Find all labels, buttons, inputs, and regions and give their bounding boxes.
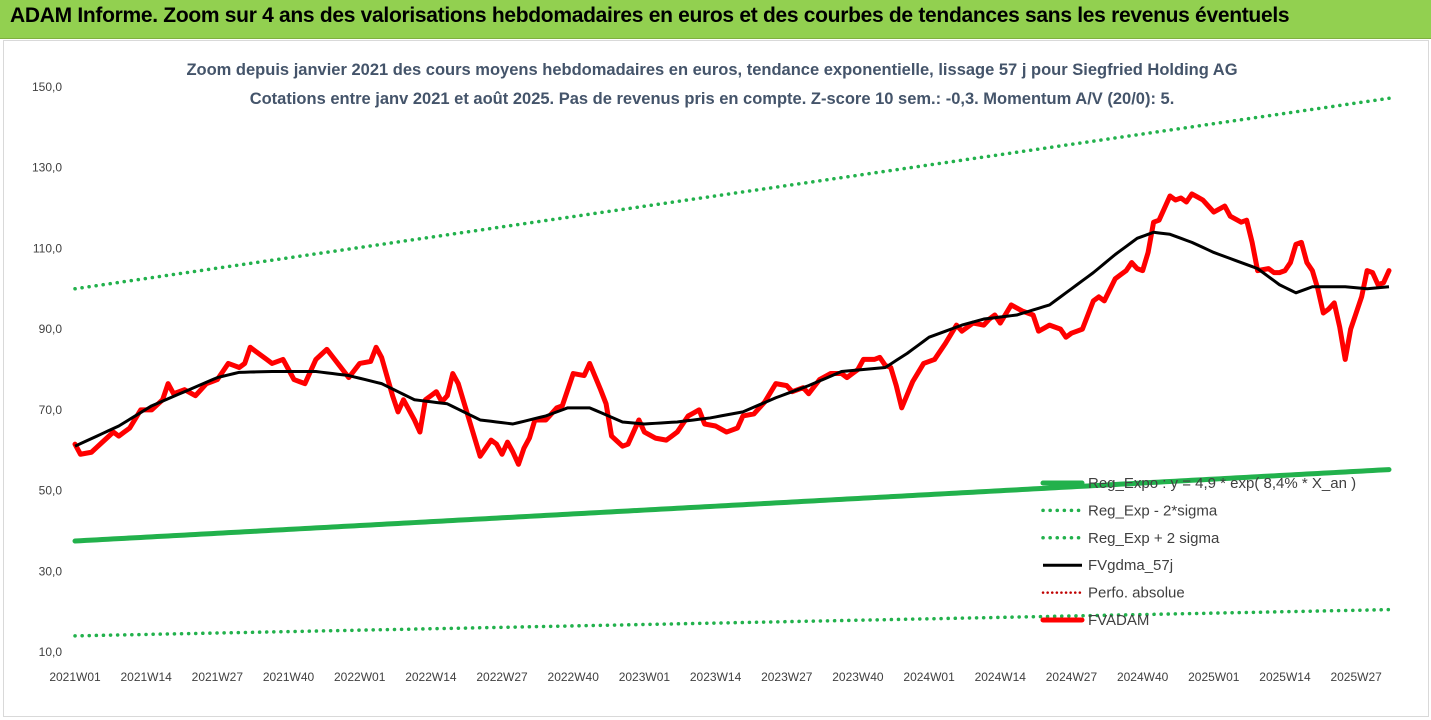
title-banner: ADAM Informe. Zoom sur 4 ans des valoris… — [0, 0, 1431, 39]
x-axis: 2021W01 2021W14 2021W27 2021W40 2022W01 2022W… — [49, 670, 1382, 684]
x-tick-label: 2021W40 — [263, 670, 315, 684]
y-tick-label: 10,0 — [39, 645, 63, 659]
x-tick-label: 2023W27 — [761, 670, 813, 684]
x-tick-label: 2024W40 — [1117, 670, 1169, 684]
y-tick-label: 30,0 — [39, 564, 63, 578]
x-tick-label: 2025W14 — [1259, 670, 1311, 684]
x-tick-label: 2023W14 — [690, 670, 742, 684]
x-tick-label: 2022W27 — [476, 670, 528, 684]
legend-label: Reg_Exp + 2 sigma — [1088, 530, 1220, 547]
y-tick-label: 150,0 — [32, 80, 62, 94]
y-tick-label: 70,0 — [39, 403, 63, 417]
legend-label: Reg_Exp - 2*sigma — [1088, 502, 1218, 519]
y-tick-label: 90,0 — [39, 322, 63, 336]
x-tick-label: 2025W27 — [1330, 670, 1382, 684]
chart-title-line1: Zoom depuis janvier 2021 des cours moyen… — [186, 61, 1237, 79]
legend-label: Perfo. absolue — [1088, 585, 1185, 602]
legend-label: Reg_Expo : y = 4,9 * exp( 8,4% * X_an ) — [1088, 475, 1356, 492]
banner-title: ADAM Informe. Zoom sur 4 ans des valoris… — [10, 4, 1290, 27]
series-layer — [72, 96, 1392, 638]
y-tick-label: 50,0 — [39, 484, 63, 498]
y-tick-label: 110,0 — [33, 241, 62, 255]
chart-title-line2: Cotations entre janv 2021 et août 2025. … — [250, 90, 1175, 108]
x-tick-label: 2023W01 — [619, 670, 671, 684]
legend: Reg_Expo : y = 4,9 * exp( 8,4% * X_an ) R… — [1040, 475, 1356, 629]
y-axis: 10,0 30,0 50,0 70,0 90,0 110,0 130,0 150,0 — [32, 80, 62, 659]
series-line-3 — [73, 96, 1391, 291]
x-tick-label: 2022W01 — [334, 670, 386, 684]
x-tick-label: 2022W40 — [548, 670, 600, 684]
x-tick-label: 2024W14 — [975, 670, 1027, 684]
series-line-4 — [72, 191, 1392, 467]
series-line-2 — [73, 607, 1391, 638]
x-tick-label: 2024W27 — [1046, 670, 1098, 684]
x-tick-label: 2021W27 — [192, 670, 244, 684]
x-tick-label: 2025W01 — [1188, 670, 1240, 684]
x-tick-label: 2024W01 — [903, 670, 955, 684]
x-tick-label: 2023W40 — [832, 670, 884, 684]
x-tick-label: 2022W14 — [405, 670, 457, 684]
x-tick-label: 2021W14 — [120, 670, 172, 684]
legend-label: FVgdma_57j — [1088, 557, 1173, 574]
chart-frame — [3, 40, 1429, 717]
x-tick-label: 2021W01 — [49, 670, 101, 684]
legend-label: FVADAM — [1088, 612, 1149, 629]
y-tick-label: 130,0 — [32, 161, 62, 175]
series-line-1 — [72, 467, 1392, 544]
series-line-5 — [74, 230, 1390, 448]
